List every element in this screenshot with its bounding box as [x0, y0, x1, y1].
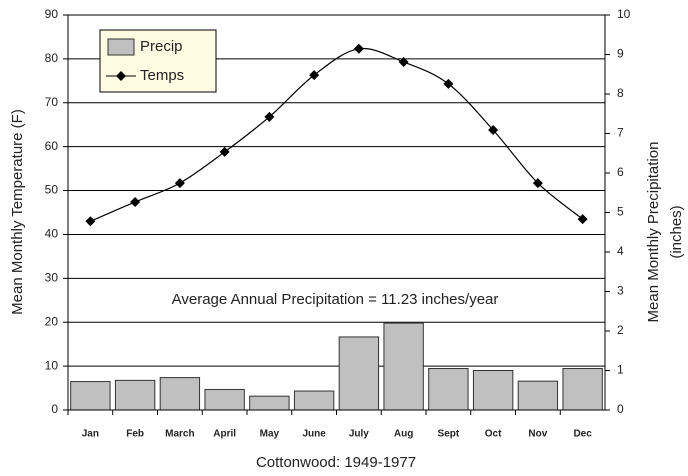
x-tick-label: Oct — [485, 429, 502, 440]
annotation: Average Annual Precipitation = 11.23 inc… — [172, 291, 499, 308]
x-tick-label: July — [349, 429, 369, 440]
x-tick-label: June — [302, 429, 326, 440]
bar — [338, 336, 380, 411]
legend-label: Precip — [140, 38, 183, 55]
bar — [70, 381, 111, 411]
x-tick-label: March — [165, 429, 194, 440]
bar — [204, 388, 245, 411]
y2-tick-label: 1 — [617, 363, 624, 377]
bar — [517, 380, 559, 411]
y2-tick-label: 8 — [617, 86, 624, 100]
marker — [174, 178, 185, 189]
marker — [488, 124, 499, 135]
y-tick-label: 80 — [45, 51, 59, 65]
x-tick-label: May — [260, 429, 280, 440]
bar — [249, 395, 290, 411]
bar — [472, 370, 514, 411]
bar — [114, 379, 156, 411]
marker — [85, 216, 96, 227]
x-tick-label: Aug — [394, 429, 413, 440]
y2-tick-label: 4 — [617, 244, 624, 258]
y2-tick-label: 6 — [617, 165, 624, 179]
bar — [293, 390, 335, 411]
x-tick-label: Jan — [82, 429, 99, 440]
marker — [577, 214, 588, 225]
legend-swatch — [116, 71, 126, 81]
marker — [130, 196, 141, 207]
legend-label: Temps — [140, 67, 184, 84]
y2-axis-label: (inches) — [668, 205, 685, 258]
y-tick-label: 0 — [51, 402, 58, 416]
y2-tick-label: 9 — [617, 47, 624, 61]
x-tick-label: Nov — [528, 429, 547, 440]
marker — [532, 178, 543, 189]
y-tick-label: 30 — [45, 271, 59, 285]
y2-tick-label: 3 — [617, 284, 624, 298]
bar — [383, 322, 424, 411]
y-axis-label: Mean Monthly Temperature (F) — [9, 109, 26, 315]
y-tick-label: 60 — [45, 139, 59, 153]
y2-tick-label: 5 — [617, 205, 624, 219]
y-tick-label: 10 — [45, 358, 59, 372]
y2-tick-label: 2 — [617, 323, 624, 337]
x-tick-label: April — [213, 429, 236, 440]
y-tick-label: 70 — [45, 95, 59, 109]
x-tick-label: Feb — [126, 429, 144, 440]
y2-tick-label: 7 — [617, 126, 624, 140]
marker — [264, 111, 275, 122]
marker — [443, 78, 454, 89]
chart-title: Cottonwood: 1949-1977 — [256, 454, 416, 471]
x-tick-label: Dec — [573, 429, 592, 440]
y2-tick-label: 10 — [617, 7, 631, 21]
y-tick-label: 20 — [45, 314, 59, 328]
marker — [353, 43, 364, 54]
marker — [398, 56, 409, 67]
y-tick-label: 40 — [45, 227, 59, 241]
y2-tick-label: 0 — [617, 402, 624, 416]
bar — [562, 368, 603, 411]
y-tick-label: 90 — [45, 7, 59, 21]
legend-swatch — [107, 38, 135, 56]
x-tick-label: Sept — [438, 429, 460, 440]
marker — [219, 146, 230, 157]
bar — [159, 377, 201, 411]
bar — [428, 368, 469, 411]
y2-axis-label: Mean Monthly Precipitation — [645, 142, 662, 323]
marker — [309, 70, 320, 81]
y-tick-label: 50 — [45, 183, 59, 197]
